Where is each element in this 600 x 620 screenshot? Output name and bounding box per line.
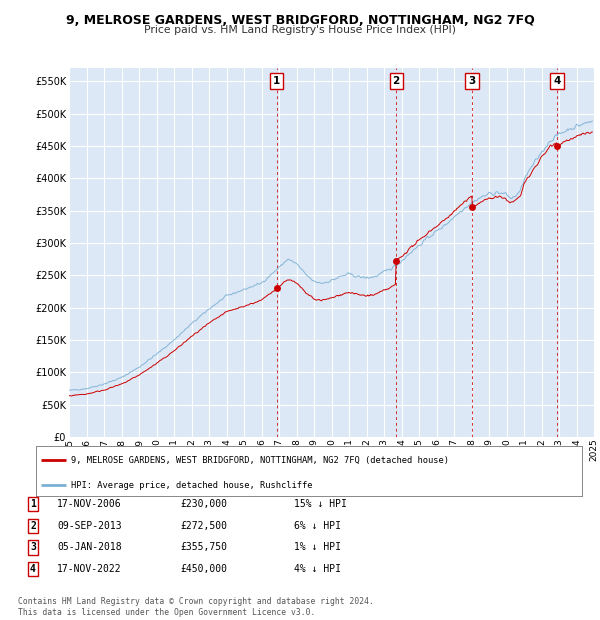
Text: 17-NOV-2006: 17-NOV-2006: [57, 499, 122, 509]
Text: 2: 2: [392, 76, 400, 86]
Text: 3: 3: [30, 542, 36, 552]
Text: 4: 4: [30, 564, 36, 574]
Text: 6% ↓ HPI: 6% ↓ HPI: [294, 521, 341, 531]
Text: 9, MELROSE GARDENS, WEST BRIDGFORD, NOTTINGHAM, NG2 7FQ (detached house): 9, MELROSE GARDENS, WEST BRIDGFORD, NOTT…: [71, 456, 449, 465]
Text: 4: 4: [553, 76, 560, 86]
Text: 1: 1: [30, 499, 36, 509]
Text: £450,000: £450,000: [180, 564, 227, 574]
Text: 17-NOV-2022: 17-NOV-2022: [57, 564, 122, 574]
Text: 1% ↓ HPI: 1% ↓ HPI: [294, 542, 341, 552]
Text: £272,500: £272,500: [180, 521, 227, 531]
Text: 1: 1: [273, 76, 281, 86]
Text: Contains HM Land Registry data © Crown copyright and database right 2024.
This d: Contains HM Land Registry data © Crown c…: [18, 598, 374, 617]
Text: 2: 2: [30, 521, 36, 531]
Text: 05-JAN-2018: 05-JAN-2018: [57, 542, 122, 552]
Text: 3: 3: [469, 76, 476, 86]
Text: £355,750: £355,750: [180, 542, 227, 552]
Text: HPI: Average price, detached house, Rushcliffe: HPI: Average price, detached house, Rush…: [71, 480, 313, 490]
Text: 15% ↓ HPI: 15% ↓ HPI: [294, 499, 347, 509]
Text: Price paid vs. HM Land Registry's House Price Index (HPI): Price paid vs. HM Land Registry's House …: [144, 25, 456, 35]
Text: 4% ↓ HPI: 4% ↓ HPI: [294, 564, 341, 574]
Text: £230,000: £230,000: [180, 499, 227, 509]
Text: 9, MELROSE GARDENS, WEST BRIDGFORD, NOTTINGHAM, NG2 7FQ: 9, MELROSE GARDENS, WEST BRIDGFORD, NOTT…: [65, 14, 535, 27]
Text: 09-SEP-2013: 09-SEP-2013: [57, 521, 122, 531]
